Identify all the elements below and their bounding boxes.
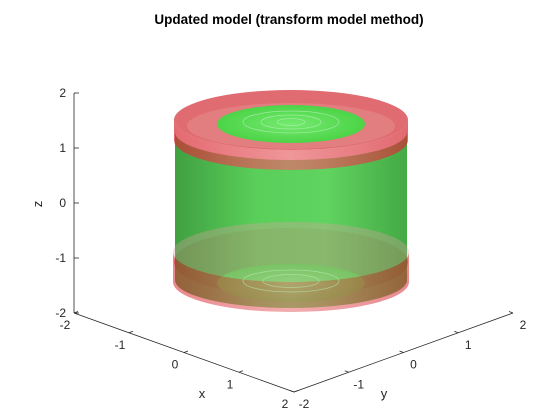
y-tick-label: -1 — [353, 377, 364, 391]
x-tick-label: 0 — [172, 358, 179, 372]
bottom-end-cap-front — [173, 252, 409, 312]
chart-title: Updated model (transform model method) — [154, 12, 423, 27]
top-disc-ripples — [242, 110, 340, 134]
cylinder-side — [175, 132, 407, 308]
y-axis-label: y — [381, 386, 388, 401]
bottom-rim — [173, 222, 409, 282]
y-tick-mark — [289, 390, 295, 393]
z-tick-label: -1 — [55, 251, 66, 265]
y-tick-label: 0 — [410, 358, 417, 372]
x-axis-label: x — [199, 386, 206, 401]
y-tick-mark — [344, 370, 349, 373]
top-end-disc — [217, 105, 365, 143]
z-tick-label: 2 — [59, 86, 66, 100]
y-ticks: -2 -1 0 1 2 — [289, 311, 527, 411]
plot-surfaces — [173, 90, 409, 312]
x-tick-label: 1 — [227, 377, 234, 391]
x-tick-label: 2 — [282, 397, 289, 411]
bottom-disc-ripples — [242, 269, 340, 293]
z-tick-label: 1 — [59, 141, 66, 155]
x-tick-mark — [73, 311, 79, 314]
z-ticks: -2 -1 0 1 2 — [55, 86, 79, 320]
z-tick-label: 0 — [59, 196, 66, 210]
y-tick-mark — [399, 350, 404, 353]
y-tick-mark — [508, 311, 514, 314]
top-end-cap-side — [174, 120, 408, 170]
y-tick-label: -2 — [299, 397, 310, 411]
y-tick-label: 2 — [520, 318, 527, 332]
x-tick-mark — [183, 350, 189, 353]
x-tick-label: -2 — [60, 318, 71, 332]
x-tick-mark — [238, 370, 244, 373]
x-tick-label: -1 — [115, 338, 126, 352]
z-tick-label: -2 — [55, 306, 66, 320]
axes: -2 -1 0 1 2 -2 -1 0 1 2 -2 -1 0 1 2 z x y — [30, 86, 527, 411]
z-axis-label: z — [30, 201, 45, 208]
y-tick-mark — [454, 330, 459, 334]
x-tick-mark — [128, 330, 134, 334]
y-tick-label: 1 — [465, 338, 472, 352]
x-ticks: -2 -1 0 1 2 — [60, 311, 299, 411]
x-tick-mark — [293, 390, 299, 393]
